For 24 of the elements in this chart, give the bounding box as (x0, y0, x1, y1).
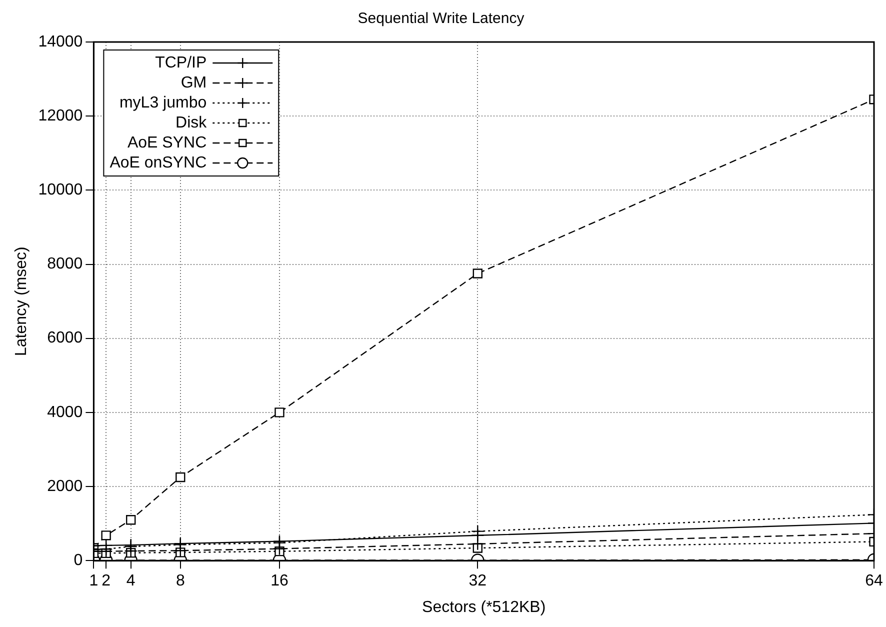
y-tick-label: 0 (74, 552, 83, 570)
x-tick-label: 4 (126, 572, 136, 590)
y-tick-label: 14000 (38, 33, 83, 50)
x-tick-label: 32 (468, 572, 487, 590)
y-tick-label: 12000 (38, 107, 83, 124)
x-tick-label: 2 (102, 572, 111, 590)
y-axis-title: Latency (msec) (13, 246, 30, 356)
y-tick-label: 6000 (47, 330, 83, 347)
x-tick-label: 8 (176, 572, 185, 590)
legend-label: AoE SYNC (127, 134, 207, 152)
legend-label: AoE onSYNC (110, 154, 207, 172)
x-axis-title: Sectors (*512KB) (422, 598, 546, 616)
x-tick-label: 64 (865, 572, 883, 590)
y-tick-label: 2000 (47, 478, 83, 495)
y-tick-label: 10000 (38, 182, 83, 199)
legend-label: TCP/IP (155, 54, 207, 72)
legend-label: myL3 jumbo (119, 94, 207, 112)
y-tick-label: 8000 (47, 256, 83, 273)
x-tick-label: 16 (270, 572, 288, 590)
x-tick-label: 1 (89, 572, 98, 590)
y-tick-label: 4000 (47, 404, 83, 421)
chart-title: Sequential Write Latency (358, 10, 525, 28)
legend-label: Disk (176, 114, 208, 132)
legend-label: GM (180, 74, 207, 92)
